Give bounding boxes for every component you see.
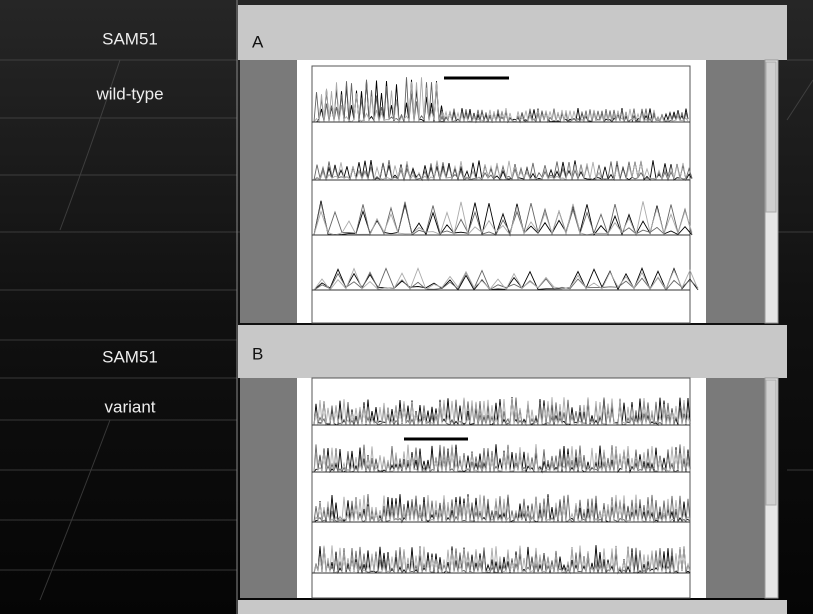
panel-letter: B [252, 344, 263, 363]
panel-header [238, 5, 787, 60]
page: SAM51 wild-type SAM51 variant A B (() =>… [0, 0, 813, 614]
sample-name: SAM51 [102, 29, 158, 48]
panel-letter: A [252, 32, 264, 51]
panel-header [238, 325, 787, 378]
slide: SAM51 wild-type SAM51 variant A B [0, 0, 813, 614]
sample-name: SAM51 [102, 347, 158, 366]
genotype-label: wild-type [95, 84, 163, 103]
genotype-label: variant [104, 397, 155, 416]
panel-header [238, 600, 787, 614]
